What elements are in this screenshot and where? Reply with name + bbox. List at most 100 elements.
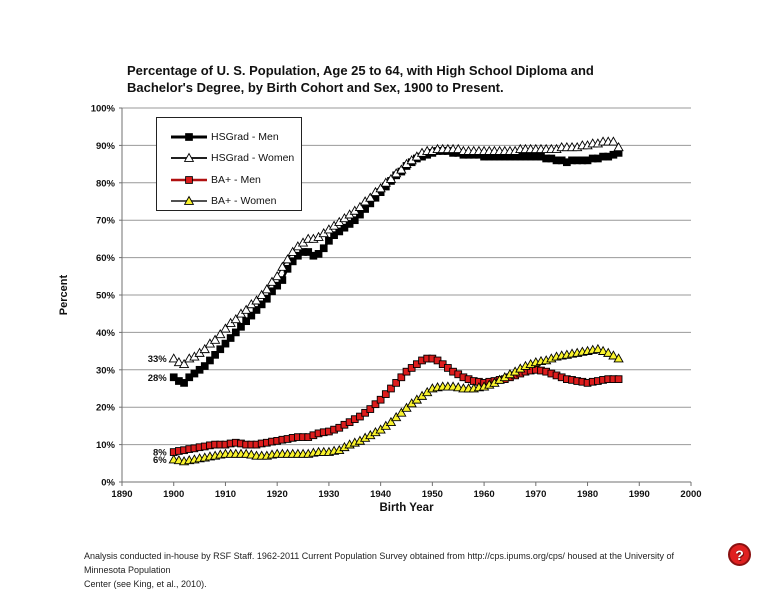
marker-84 xyxy=(603,347,614,357)
marker-6 xyxy=(200,362,209,370)
y-axis-title: Percent xyxy=(58,274,70,315)
legend-item: BA+ - Men xyxy=(171,169,301,191)
footer-note: Analysis conducted in-house by RSF Staff… xyxy=(84,549,714,591)
marker-45 xyxy=(401,402,412,412)
marker-20 xyxy=(272,270,283,281)
x-tick-label-1960: 1960 xyxy=(474,489,495,500)
marker-16 xyxy=(251,295,262,305)
y-tick-label-10: 10% xyxy=(96,440,116,451)
x-tick-label-1910: 1910 xyxy=(215,489,236,500)
marker-12 xyxy=(230,313,241,324)
y-tick-label-70: 70% xyxy=(96,216,116,227)
marker-14 xyxy=(240,304,252,314)
legend-box: HSGrad - Men HSGrad - Women BA+ - Men BA+ -… xyxy=(156,117,302,211)
chart-title-line1: Percentage of U. S. Population, Age 25 t… xyxy=(127,63,594,78)
y-tick-label-40: 40% xyxy=(96,328,116,339)
marker-86 xyxy=(614,375,623,384)
x-tick-label-1980: 1980 xyxy=(577,489,598,500)
marker-legend xyxy=(185,175,193,184)
series-hsgrad-women xyxy=(168,136,624,369)
x-tick-label-1900: 1900 xyxy=(163,489,184,500)
square-marker-swatch-icon xyxy=(171,175,207,184)
legend-item: BA+ - Women xyxy=(171,191,301,213)
legend-label: BA+ - Men xyxy=(211,173,261,186)
x-tick-label-1970: 1970 xyxy=(525,489,546,500)
y-tick-label-30: 30% xyxy=(96,365,116,376)
x-tick-label-1950: 1950 xyxy=(422,489,443,500)
marker-44 xyxy=(396,407,407,417)
annotation-label-8pct: 8% xyxy=(153,448,167,459)
marker-40 xyxy=(375,183,386,193)
x-tick-label-1990: 1990 xyxy=(629,489,650,500)
marker-legend xyxy=(185,132,193,141)
marker-28 xyxy=(314,250,323,258)
marker-85 xyxy=(608,136,619,146)
footer-line1: Analysis conducted in-house by RSF Staff… xyxy=(84,551,674,575)
legend-label: HSGrad - Men xyxy=(211,130,279,143)
x-tick-label-1890: 1890 xyxy=(111,489,132,500)
triangle-marker-swatch-icon xyxy=(171,152,207,163)
marker-9 xyxy=(216,345,225,354)
marker-39 xyxy=(371,400,380,409)
marker-6 xyxy=(199,343,210,354)
marker-9 xyxy=(215,328,226,339)
marker-30 xyxy=(325,236,333,245)
x-tick-label-1920: 1920 xyxy=(267,489,288,500)
footer-line2: Center (see King, et al., 2010). xyxy=(84,579,207,589)
series-ba-men xyxy=(169,354,623,456)
marker-22 xyxy=(282,254,293,264)
y-tick-label-50: 50% xyxy=(96,291,116,302)
marker-82 xyxy=(592,343,604,354)
marker-legend xyxy=(183,195,195,206)
marker-44 xyxy=(396,164,407,174)
marker-43 xyxy=(392,379,401,387)
annotation-label-28pct: 28% xyxy=(148,373,168,384)
x-tick-label-2000: 2000 xyxy=(680,489,701,500)
legend-label: BA+ - Women xyxy=(211,195,277,208)
marker-8 xyxy=(209,334,221,344)
marker-38 xyxy=(366,405,375,413)
y-tick-label-20: 20% xyxy=(96,403,116,414)
marker-2 xyxy=(178,358,190,369)
marker-29 xyxy=(319,244,328,253)
marker-8 xyxy=(211,350,219,359)
square-marker-swatch-icon xyxy=(171,132,207,141)
marker-12 xyxy=(231,328,240,337)
y-tick-label-90: 90% xyxy=(96,141,116,152)
help-button[interactable]: ? xyxy=(728,543,751,566)
marker-85 xyxy=(608,350,619,360)
marker-17 xyxy=(256,289,267,299)
marker-43 xyxy=(390,411,402,422)
marker-21 xyxy=(277,261,288,271)
marker-13 xyxy=(237,322,245,331)
x-tick-label-1930: 1930 xyxy=(318,489,339,500)
marker-35 xyxy=(350,216,359,225)
marker-40 xyxy=(376,395,385,404)
marker-1 xyxy=(173,357,185,367)
marker-16 xyxy=(252,306,261,314)
marker-44 xyxy=(397,373,406,382)
marker-36 xyxy=(354,201,366,211)
marker-23 xyxy=(287,246,298,256)
marker-86 xyxy=(613,141,624,152)
question-mark-icon: ? xyxy=(735,546,744,563)
marker-10 xyxy=(221,339,230,348)
y-tick-label-80: 80% xyxy=(96,178,116,189)
marker-15 xyxy=(247,311,256,320)
annotation-label-6pct: 6% xyxy=(153,455,167,466)
marker-42 xyxy=(385,173,397,183)
marker-legend xyxy=(183,152,195,163)
marker-86 xyxy=(613,353,624,363)
triangle-marker-swatch-icon xyxy=(171,195,207,206)
marker-2 xyxy=(180,379,188,387)
chart-title-line2: Bachelor's Degree, by Birth Cohort and S… xyxy=(127,80,504,95)
y-tick-label-100: 100% xyxy=(91,104,116,115)
legend-label: HSGrad - Women xyxy=(211,152,295,165)
x-tick-label-1940: 1940 xyxy=(370,489,391,500)
legend-item: HSGrad - Men xyxy=(171,126,301,148)
marker-7 xyxy=(206,356,214,365)
marker-0 xyxy=(168,353,179,363)
marker-41 xyxy=(381,390,390,398)
marker-19 xyxy=(266,276,278,286)
marker-11 xyxy=(226,334,235,342)
